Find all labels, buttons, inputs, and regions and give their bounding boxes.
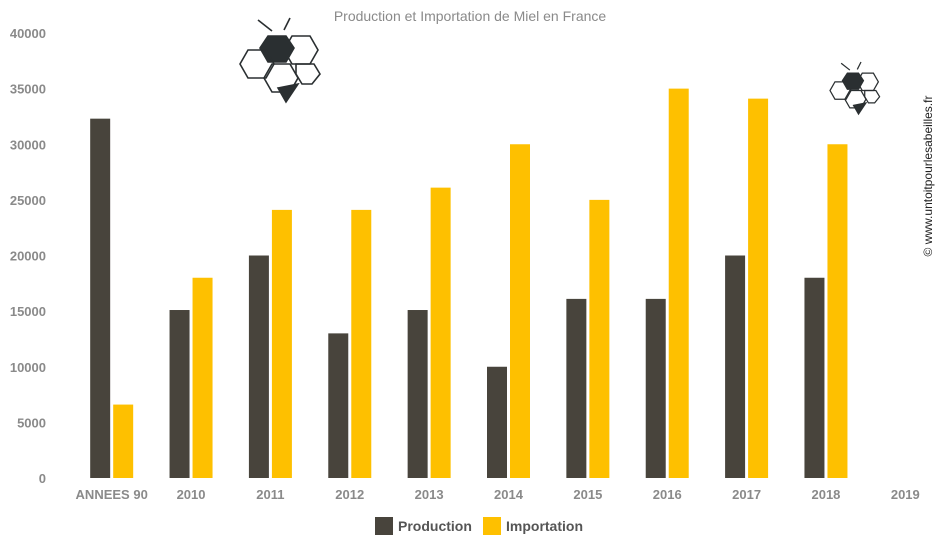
bar-importation-2018 <box>827 144 848 478</box>
y-tick-label: 15000 <box>10 304 46 319</box>
y-tick-label: 5000 <box>17 415 46 430</box>
bar-importation-2014 <box>510 144 530 478</box>
bar-production-2011 <box>248 255 269 478</box>
bar-importation-2011 <box>271 209 292 478</box>
bar-production-2015 <box>566 298 587 478</box>
bar-production-2016 <box>645 298 666 478</box>
y-tick-label: 20000 <box>10 249 46 264</box>
y-tick-label: 30000 <box>10 137 46 152</box>
bar-production-2017 <box>725 255 746 478</box>
x-tick-label: 2010 <box>177 487 206 502</box>
bars <box>90 88 848 478</box>
legend-label: Production <box>398 518 472 534</box>
x-tick-label: 2013 <box>415 487 444 502</box>
x-tick-label: 2012 <box>335 487 364 502</box>
x-tick-label: 2015 <box>573 487 602 502</box>
bar-production-2013 <box>407 310 428 478</box>
bar-importation-2012 <box>351 209 372 478</box>
bar-importation-2013 <box>430 187 451 478</box>
bee-logo-icon <box>239 17 321 104</box>
bar-production-2018 <box>804 277 825 478</box>
bee-logo-icon <box>829 61 881 116</box>
y-tick-label: 10000 <box>10 360 46 375</box>
x-tick-label: 2018 <box>811 487 840 502</box>
y-tick-label: 0 <box>39 471 46 486</box>
x-tick-label: 2019 <box>891 487 920 502</box>
x-tick-label: 2011 <box>256 487 284 502</box>
bar-production-2010 <box>169 310 190 478</box>
credit-text: © www.untoitpourlesabeilles.fr <box>921 96 935 257</box>
bar-importation-2016 <box>668 88 689 478</box>
y-tick-label: 40000 <box>10 26 46 41</box>
y-tick-label: 35000 <box>10 82 46 97</box>
legend: Production Importation <box>375 517 583 535</box>
bar-importation-2017 <box>748 98 769 478</box>
bar-production-annees-90 <box>90 118 111 478</box>
x-tick-label: 2014 <box>494 487 524 502</box>
legend-swatch <box>375 517 393 535</box>
x-tick-label: 2016 <box>653 487 682 502</box>
y-axis: 0 5000 10000 15000 20000 25000 30000 35000 40000 <box>10 26 46 486</box>
x-tick-label: 2017 <box>732 487 761 502</box>
legend-swatch <box>483 517 501 535</box>
x-axis: ANNEES 90 2010 2011 2012 2013 2014 2015 2016 201… <box>76 487 920 502</box>
bar-importation-2010 <box>192 277 213 478</box>
bar-production-2012 <box>328 333 349 478</box>
bar-production-2014 <box>487 366 507 478</box>
bar-importation-annees-90 <box>113 404 134 478</box>
bar-importation-2015 <box>589 199 610 478</box>
chart-title: Production et Importation de Miel en Fra… <box>334 8 607 24</box>
x-tick-label: ANNEES 90 <box>76 487 148 502</box>
y-tick-label: 25000 <box>10 193 46 208</box>
legend-label: Importation <box>506 518 583 534</box>
